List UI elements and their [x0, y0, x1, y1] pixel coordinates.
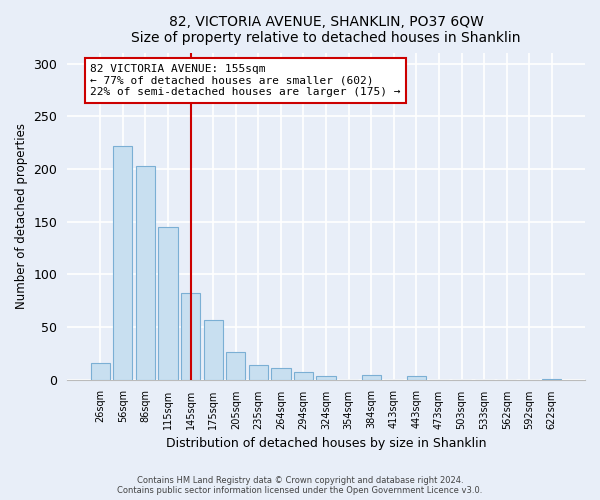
Title: 82, VICTORIA AVENUE, SHANKLIN, PO37 6QW
Size of property relative to detached ho: 82, VICTORIA AVENUE, SHANKLIN, PO37 6QW …	[131, 15, 521, 45]
Bar	[203, 320, 223, 380]
Text: 82 VICTORIA AVENUE: 155sqm
← 77% of detached houses are smaller (602)
22% of sem: 82 VICTORIA AVENUE: 155sqm ← 77% of deta…	[90, 64, 401, 97]
Bar	[158, 227, 178, 380]
Bar	[136, 166, 155, 380]
Bar	[362, 376, 381, 380]
Bar	[226, 352, 245, 380]
Bar	[542, 378, 562, 380]
Bar	[181, 294, 200, 380]
Bar	[271, 368, 290, 380]
Bar	[407, 376, 426, 380]
Bar	[113, 146, 133, 380]
Bar	[294, 372, 313, 380]
Bar	[249, 365, 268, 380]
Bar	[316, 376, 335, 380]
X-axis label: Distribution of detached houses by size in Shanklin: Distribution of detached houses by size …	[166, 437, 487, 450]
Bar	[91, 362, 110, 380]
Text: Contains HM Land Registry data © Crown copyright and database right 2024.
Contai: Contains HM Land Registry data © Crown c…	[118, 476, 482, 495]
Y-axis label: Number of detached properties: Number of detached properties	[15, 124, 28, 310]
